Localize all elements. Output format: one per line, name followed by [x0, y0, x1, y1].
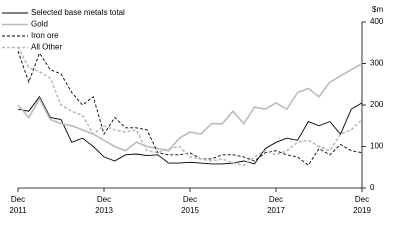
y-axis-label: $m	[372, 5, 383, 14]
series-line	[17, 50, 363, 166]
x-tick-label: Dec 2011	[9, 195, 27, 215]
y-tick-label: 400	[370, 17, 384, 26]
legend-label: Selected base metals total	[31, 8, 125, 17]
x-tick-label: Dec 2019	[353, 195, 371, 215]
chart-svg: $m 0 100 200 300 400 Selected base metals tot…	[2, 5, 384, 192]
y-tick-label: 100	[370, 142, 384, 151]
x-tick-label: Dec 2015	[181, 195, 199, 215]
y-tick-label: 0	[370, 183, 375, 192]
chart: $m 0 100 200 300 400 Selected base metals tot…	[2, 5, 384, 215]
legend-label: Gold	[31, 20, 48, 29]
series-line	[17, 95, 363, 165]
series-line	[17, 62, 363, 152]
y-tick-label: 300	[370, 59, 384, 68]
series-line	[17, 46, 363, 167]
legend-label: All Other	[31, 43, 62, 52]
legend-label: Iron ore	[31, 31, 59, 40]
x-tick-label: Dec 2017	[267, 195, 285, 215]
y-tick-label: 200	[370, 100, 384, 109]
x-tick-label: Dec 2013	[95, 195, 113, 215]
